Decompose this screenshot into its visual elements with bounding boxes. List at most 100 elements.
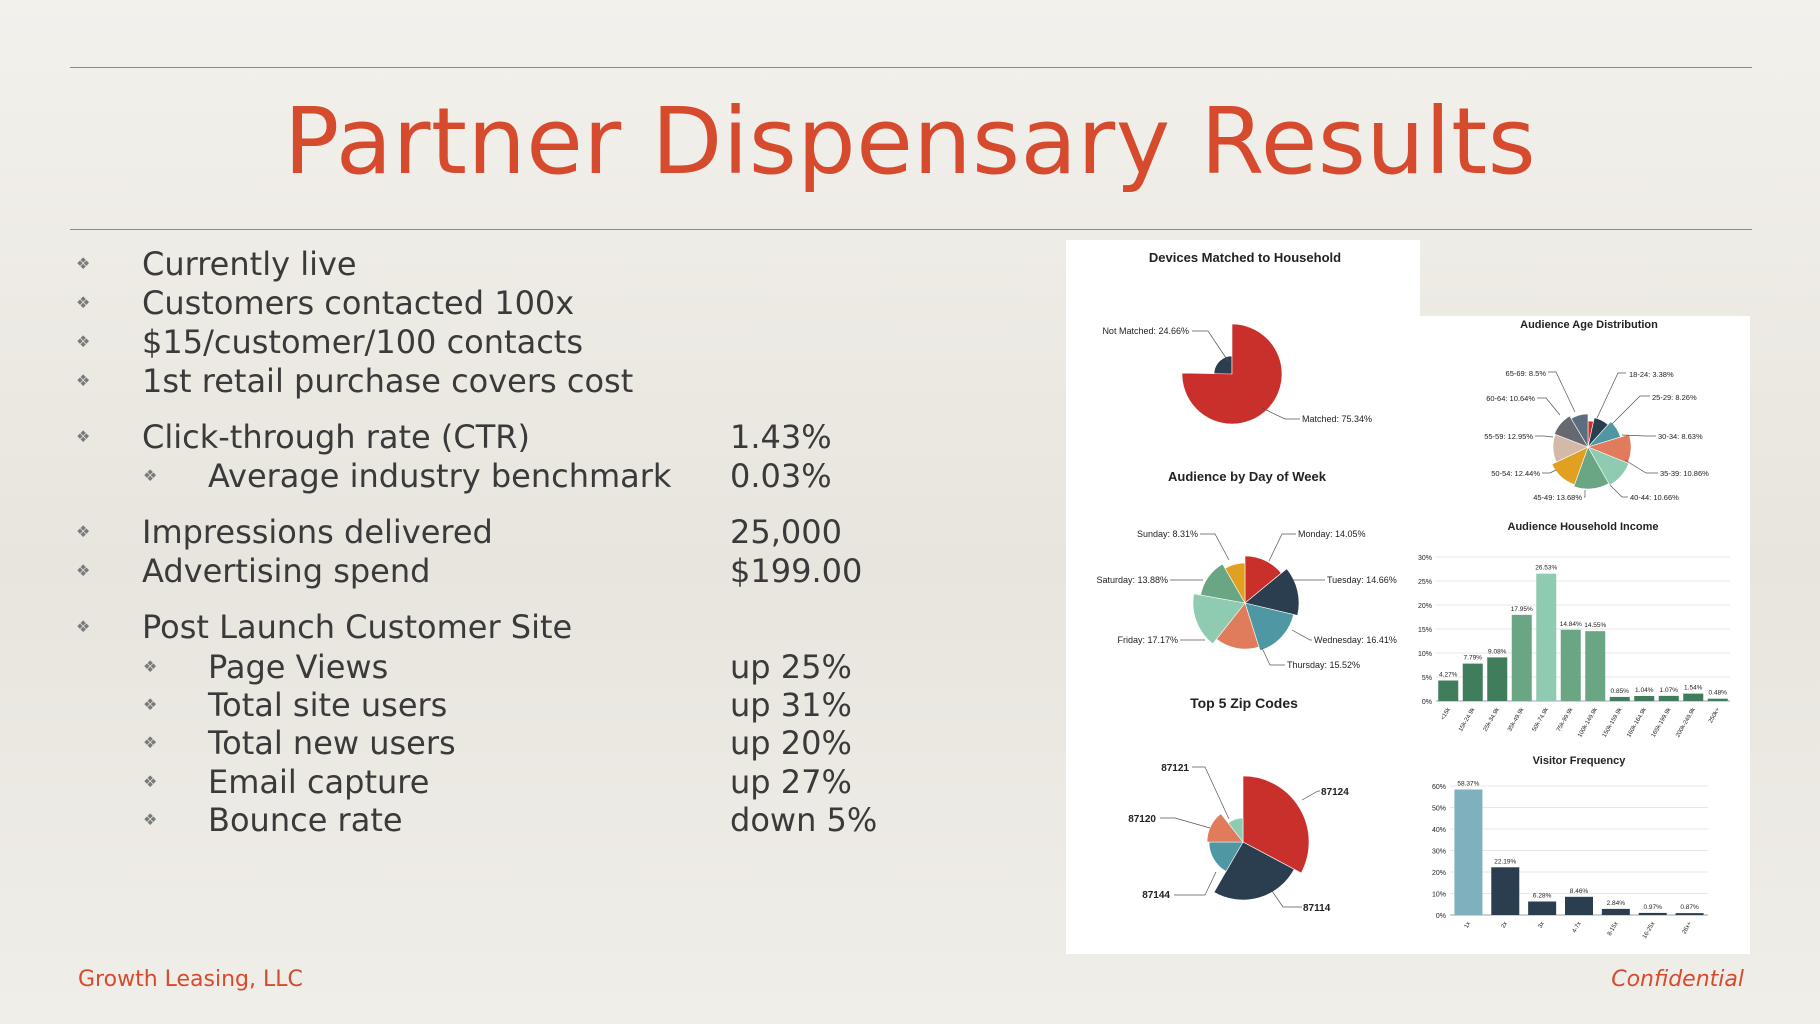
pie-label: 40-44: 10.66%: [1630, 493, 1679, 502]
y-tick-label: 40%: [1432, 827, 1446, 834]
pie-label: Sunday: 8.31%: [1137, 529, 1198, 539]
leader-line: [1192, 330, 1229, 362]
leader-line: [1271, 890, 1302, 908]
bullet-label: Average industry benchmark: [208, 457, 672, 495]
y-tick-label: 20%: [1432, 870, 1446, 877]
bar: [1585, 631, 1606, 701]
y-tick-label: 0%: [1436, 913, 1446, 920]
bar-data-label: 6.28%: [1533, 892, 1552, 899]
pie-label: 65-69: 8.5%: [1506, 369, 1547, 378]
bar: [1683, 693, 1704, 701]
y-tick-label: 25%: [1418, 579, 1432, 586]
pie-label: 55-59: 12.95%: [1484, 432, 1533, 441]
bar-data-label: 4.27%: [1439, 672, 1458, 679]
bar: [1511, 614, 1532, 701]
bar: [1454, 789, 1483, 915]
leader-line: [1261, 407, 1300, 420]
bullet-value: up 25%: [730, 648, 852, 686]
x-tick-label: 2x: [1501, 921, 1509, 929]
bullet-label: Currently live: [142, 245, 357, 283]
bar-data-label: 0.97%: [1643, 904, 1662, 911]
pie-label: Tuesday: 14.66%: [1327, 575, 1397, 585]
x-tick-label: 160k-164.9k: [1626, 706, 1648, 738]
pie-slice: [1570, 413, 1589, 449]
bar-data-label: 2.84%: [1607, 900, 1626, 907]
bullet-icon: ❖: [76, 427, 91, 446]
leader-line: [1542, 469, 1557, 474]
bar-data-label: 8.46%: [1570, 888, 1589, 895]
x-tick-label: <15k: [1440, 706, 1452, 721]
bar: [1487, 657, 1508, 701]
chart-title: Visitor Frequency: [1533, 755, 1627, 767]
bar-data-label: 22.19%: [1494, 858, 1516, 865]
chart-title: Audience Age Distribution: [1520, 319, 1658, 331]
bullet-label: Bounce rate: [208, 801, 403, 839]
leader-line: [1301, 790, 1320, 801]
bullet-icon: ❖: [143, 810, 158, 829]
bullet-icon: ❖: [76, 293, 91, 312]
y-tick-label: 20%: [1418, 603, 1432, 610]
page-title: Partner Dispensary Results: [283, 88, 1537, 195]
bar: [1675, 913, 1704, 915]
bar: [1491, 867, 1520, 915]
pie-label: 87144: [1142, 890, 1170, 901]
leader-line: [1611, 395, 1650, 425]
pie-label: Monday: 14.05%: [1298, 529, 1366, 539]
pie-slice: [1200, 563, 1246, 604]
bar: [1565, 896, 1593, 915]
bullet-label: Post Launch Customer Site: [142, 608, 573, 646]
y-tick-label: 50%: [1432, 806, 1446, 813]
x-tick-label: 1x: [1464, 921, 1472, 929]
pie-label: Saturday: 13.88%: [1096, 575, 1168, 585]
bullet-label: Customers contacted 100x: [142, 284, 575, 322]
bullet-value: up 27%: [730, 763, 852, 801]
pie-slice: [1587, 446, 1630, 486]
pie-label: 18-24: 3.38%: [1629, 370, 1674, 379]
y-tick-label: 30%: [1432, 849, 1446, 856]
x-tick-label: 200k-249.9k: [1675, 706, 1697, 738]
bar: [1438, 680, 1459, 701]
x-tick-label: 16-25x: [1642, 921, 1656, 940]
bullet-label: Click-through rate (CTR): [142, 418, 530, 456]
pie-slice: [1244, 568, 1300, 616]
pie-label: 30-34: 8.63%: [1658, 432, 1703, 441]
y-tick-label: 30%: [1418, 555, 1432, 562]
bar-data-label: 14.55%: [1584, 622, 1606, 629]
pie-label: 45-49: 13.68%: [1533, 493, 1582, 502]
pie-slice: [1224, 562, 1246, 605]
bullet-icon: ❖: [76, 561, 91, 580]
bar: [1634, 696, 1655, 701]
x-tick-label: 150k-159.9k: [1602, 706, 1624, 738]
x-tick-label: 35k-49.9k: [1507, 706, 1526, 733]
bar-data-label: 14.84%: [1560, 621, 1582, 628]
pie-label: Matched: 75.34%: [1302, 414, 1372, 424]
pie-slice: [1192, 593, 1246, 645]
x-tick-label: 250k+: [1708, 707, 1722, 725]
leader-line: [1200, 533, 1230, 561]
pie-slice: [1551, 446, 1589, 486]
bullet-icon: ❖: [76, 522, 91, 541]
bar-data-label: 0.48%: [1709, 690, 1728, 697]
bullet-icon: ❖: [143, 772, 158, 791]
chart-title: Top 5 Zip Codes: [1190, 695, 1298, 711]
leader-line: [1621, 434, 1656, 437]
x-tick-label: 8-15x: [1607, 921, 1620, 937]
chart-title: Audience Household Income: [1508, 521, 1659, 533]
pie-label: 60-64: 10.64%: [1486, 394, 1535, 403]
leader-line: [1624, 459, 1658, 474]
bar-data-label: 1.07%: [1660, 687, 1679, 694]
bar: [1528, 901, 1557, 915]
pie-slice: [1242, 775, 1310, 874]
bullet-icon: ❖: [76, 332, 91, 351]
pie-slice: [1181, 323, 1283, 425]
bar-data-label: 1.54%: [1684, 685, 1703, 692]
leader-line: [1535, 435, 1554, 438]
bullet-label: Total site users: [208, 686, 448, 724]
x-tick-label: 50k-74.9k: [1532, 706, 1551, 733]
x-tick-label: 75k-99.9k: [1556, 706, 1575, 733]
bullet-value: up 31%: [730, 686, 852, 724]
bullet-value: up 20%: [730, 724, 852, 762]
x-tick-label: 15k-24.9k: [1458, 706, 1477, 733]
pie-slice: [1227, 817, 1244, 843]
